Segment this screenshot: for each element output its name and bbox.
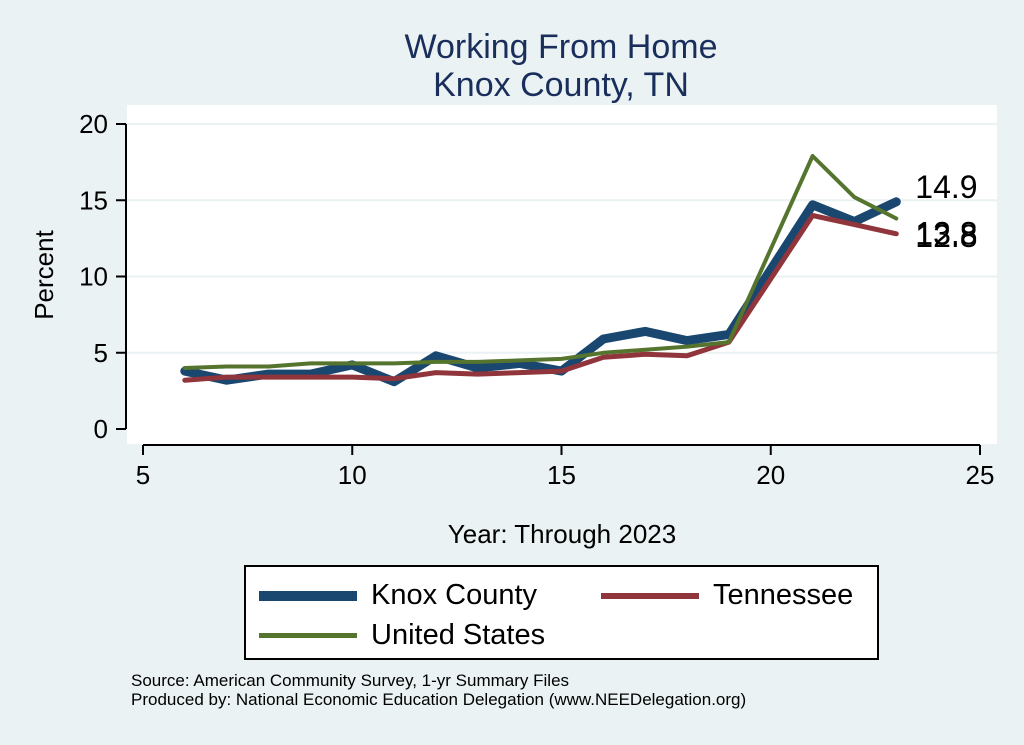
y-tick-label: 5	[94, 338, 108, 368]
end-label-knox-county: 14.9	[915, 169, 977, 205]
legend-item-knox-county: Knox County	[259, 579, 537, 612]
legend-label-united-states: United States	[371, 619, 546, 651]
x-tick-label: 5	[136, 460, 150, 490]
series-line-knox-county	[180, 197, 901, 387]
end-label-united-states: 13.8	[915, 216, 977, 252]
source-note: Source: American Community Survey, 1-yr …	[131, 671, 570, 690]
legend-swatch-knox-county	[259, 590, 357, 601]
legend-label-tennessee: Tennessee	[713, 579, 854, 611]
legend-item-tennessee: Tennessee	[601, 579, 853, 612]
end-label-tennessee: 12.8	[915, 218, 977, 254]
chart-title-line-2: Knox County, TN	[433, 66, 689, 104]
chart-title: Working From Home Knox County, TN	[0, 28, 1024, 104]
x-tick-label: 20	[756, 460, 785, 490]
x-tick-label: 10	[338, 460, 367, 490]
plot-area	[127, 105, 997, 444]
y-tick-label: 20	[79, 109, 108, 139]
x-tick-label: 25	[966, 460, 995, 490]
x-axis-title: Year: Through 2023	[448, 519, 676, 549]
producer-note: Produced by: National Economic Education…	[131, 690, 747, 709]
legend-swatch-tennessee	[601, 592, 699, 599]
y-tick-label: 15	[79, 185, 108, 215]
source-notes: Source: American Community Survey, 1-yr …	[131, 671, 746, 709]
series-line-united-states	[182, 154, 899, 370]
chart-title-line-1: Working From Home	[404, 28, 718, 66]
series-line-tennessee	[182, 213, 899, 383]
legend: Knox County Tennessee United States	[244, 565, 879, 660]
y-axis-title: Percent	[29, 229, 59, 319]
y-tick-label: 0	[94, 414, 108, 444]
legend-item-united-states: United States	[259, 619, 545, 652]
legend-label-knox-county: Knox County	[371, 579, 538, 611]
x-tick-label: 15	[547, 460, 576, 490]
legend-swatch-united-states	[259, 633, 357, 638]
y-tick-label: 10	[79, 262, 108, 292]
